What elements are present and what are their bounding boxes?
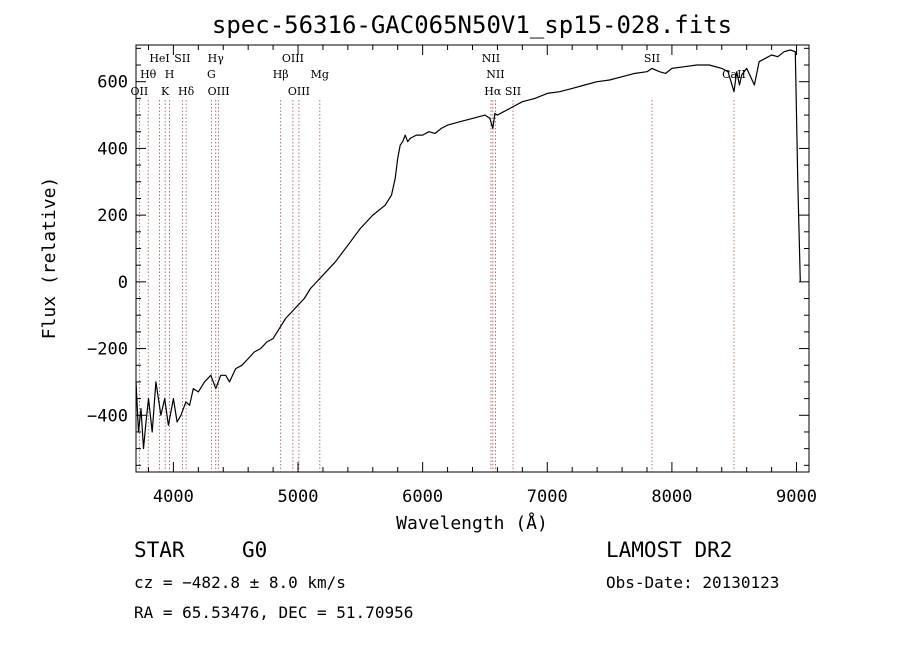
x-tick-label: 9000	[776, 487, 817, 507]
emission-line-label: OIII	[208, 85, 230, 98]
emission-line-label: Hα	[484, 85, 502, 98]
emission-line-label: H	[165, 68, 175, 81]
spectrum-series-line	[135, 49, 801, 450]
x-tick-label: 8000	[651, 487, 692, 507]
x-tick-label: 4000	[153, 487, 194, 507]
plot-frame	[135, 44, 810, 473]
y-tick-label: −200	[87, 340, 128, 360]
emission-line-label: Hθ	[140, 68, 157, 81]
x-tick-label: 5000	[278, 487, 319, 507]
y-tick-label: −400	[87, 406, 128, 426]
coordinates: RA = 65.53476, DEC = 51.70956	[134, 603, 414, 622]
emission-line-label: SII	[644, 52, 660, 65]
emission-line-label: OIII	[288, 85, 310, 98]
emission-line-label: Hβ	[273, 68, 289, 81]
chart-title: spec-56316-GAC065N50V1_sp15-028.fits	[212, 11, 732, 39]
emission-line-label: OIII	[282, 52, 304, 65]
emission-line-label: SII	[505, 85, 521, 98]
y-axis-label: Flux (relative)	[39, 177, 60, 340]
y-tick-label: 200	[97, 206, 128, 226]
axis-ticks	[136, 45, 809, 472]
emission-line-label: K	[161, 85, 170, 98]
redshift-readout: cz = −482.8 ± 8.0 km/s	[134, 573, 346, 592]
emission-line-label: NII	[482, 52, 500, 65]
y-tick-label: 600	[97, 73, 128, 93]
emission-line-label: Mg	[311, 68, 329, 81]
x-tick-label: 7000	[527, 487, 568, 507]
emission-line-label: G	[207, 68, 216, 81]
obs-date: Obs-Date: 20130123	[606, 573, 780, 592]
emission-line-markers: OIIHθHeIKHSIIHδGHγOIIIHβOIIIOIIIMgNIIHαN…	[131, 52, 746, 472]
x-tick-label: 6000	[402, 487, 443, 507]
object-class: STAR	[134, 538, 185, 562]
emission-line-label: Hγ	[208, 52, 225, 65]
y-tick-label: 0	[118, 273, 128, 293]
emission-line-label: Hδ	[178, 85, 195, 98]
x-axis-label: Wavelength (Å)	[396, 512, 548, 534]
y-tick-label: 400	[97, 139, 128, 159]
emission-line-label: SII	[174, 52, 190, 65]
emission-line-label: NII	[486, 68, 504, 81]
emission-line-label: OII	[131, 85, 149, 98]
survey-name: LAMOST DR2	[606, 538, 733, 562]
emission-line-label: HeI	[149, 52, 169, 65]
subclass: G0	[242, 538, 268, 562]
tick-labels: 4000 5000 6000 7000 8000 9000 −400 −200 0 200 400 6…	[87, 73, 817, 507]
